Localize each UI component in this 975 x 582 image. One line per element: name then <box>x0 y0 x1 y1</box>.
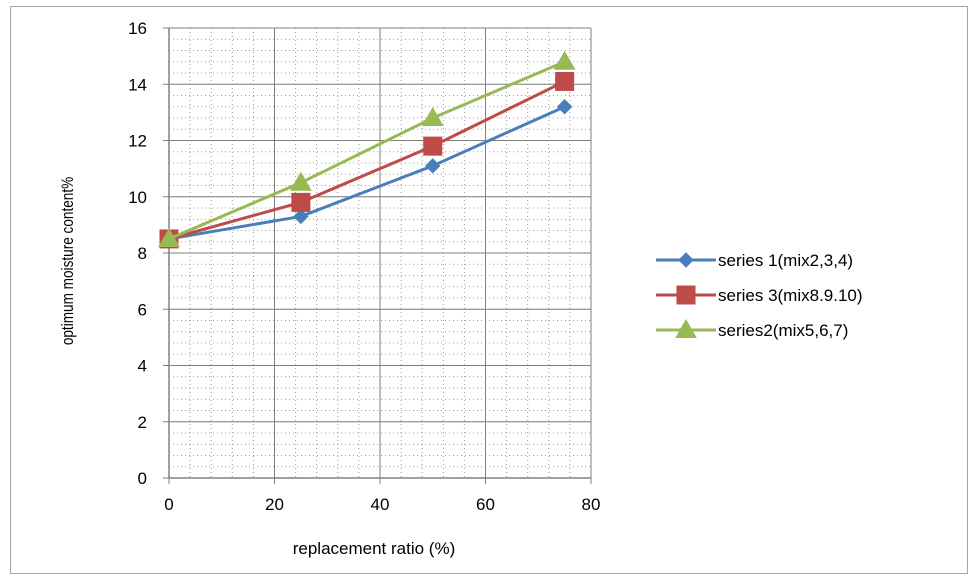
x-tick-labels: 0 20 40 60 80 <box>164 495 600 514</box>
data-point-marker <box>290 171 312 191</box>
y-tick-label: 8 <box>138 244 147 263</box>
legend-item: series 3(mix8.9.10) <box>656 285 863 305</box>
y-tick-label: 6 <box>138 300 147 319</box>
major-gridlines <box>168 27 592 479</box>
x-tick-label: 60 <box>476 495 495 514</box>
data-point-marker <box>556 99 573 115</box>
series-line <box>168 80 566 241</box>
y-tick-label: 4 <box>138 357 147 376</box>
y-tick-label: 12 <box>128 132 147 151</box>
legend-label: series 3(mix8.9.10) <box>718 286 863 305</box>
series-line <box>168 60 566 241</box>
x-axis-title: replacement ratio (%) <box>293 539 456 558</box>
y-tick-label: 14 <box>128 75 147 94</box>
legend-item: series2(mix5,6,7) <box>656 318 848 340</box>
x-tick-label: 40 <box>371 495 390 514</box>
y-tick-labels: 0 2 4 6 8 10 12 14 16 <box>128 19 147 488</box>
data-point-marker <box>421 106 444 126</box>
data-point-marker <box>553 50 576 70</box>
y-tick-label: 16 <box>128 19 147 38</box>
legend-item: series 1(mix2,3,4) <box>656 251 853 270</box>
legend-marker <box>676 285 696 305</box>
series-2 <box>159 71 575 249</box>
data-point-marker <box>291 192 311 212</box>
data-point-marker <box>555 71 575 91</box>
data-point-marker <box>425 158 441 174</box>
axes <box>163 27 592 484</box>
legend-label: series 1(mix2,3,4) <box>718 251 853 270</box>
line-chart: 0 2 4 6 8 10 12 14 16 0 20 40 60 80 replacement rati… <box>59 19 863 558</box>
y-tick-label: 0 <box>138 469 147 488</box>
chart-frame: 0 2 4 6 8 10 12 14 16 0 20 40 60 80 replacement rati… <box>10 6 968 574</box>
y-tick-label: 10 <box>128 188 147 207</box>
series-3 <box>158 50 576 247</box>
x-tick-label: 20 <box>265 495 284 514</box>
series-line <box>168 105 566 241</box>
legend-marker <box>678 252 694 268</box>
legend-marker <box>675 318 697 338</box>
x-tick-label: 80 <box>582 495 601 514</box>
x-tick-label: 0 <box>164 495 173 514</box>
legend-label: series2(mix5,6,7) <box>718 321 848 340</box>
legend: series 1(mix2,3,4) series 3(mix8.9.10) ser… <box>656 251 863 340</box>
y-tick-label: 2 <box>138 413 147 432</box>
data-point-marker <box>158 227 180 247</box>
y-axis-title: optimum moisture content% <box>59 177 78 346</box>
series-layer <box>158 50 576 249</box>
data-point-marker <box>423 136 443 156</box>
data-point-marker <box>293 208 309 225</box>
